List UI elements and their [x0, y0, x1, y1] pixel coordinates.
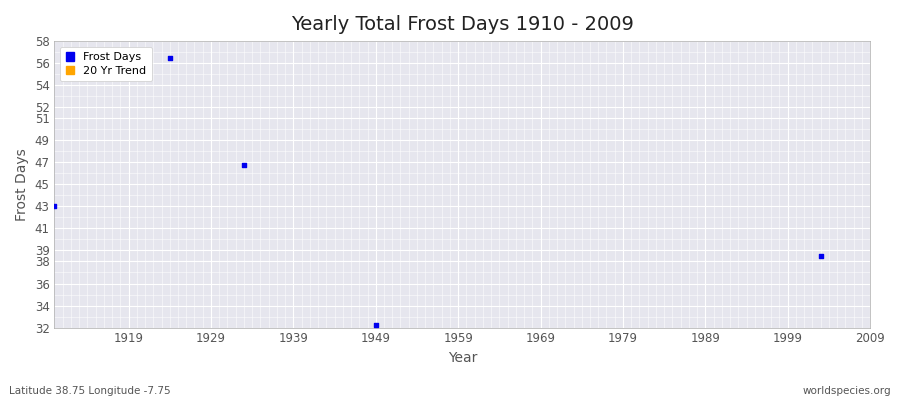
Text: Latitude 38.75 Longitude -7.75: Latitude 38.75 Longitude -7.75 — [9, 386, 171, 396]
Point — [369, 322, 383, 328]
Legend: Frost Days, 20 Yr Trend: Frost Days, 20 Yr Trend — [60, 47, 152, 81]
Point — [163, 54, 177, 61]
Title: Yearly Total Frost Days 1910 - 2009: Yearly Total Frost Days 1910 - 2009 — [291, 15, 634, 34]
Point — [47, 203, 61, 210]
Point — [237, 161, 251, 168]
Point — [814, 253, 828, 259]
Text: worldspecies.org: worldspecies.org — [803, 386, 891, 396]
Y-axis label: Frost Days: Frost Days — [15, 148, 29, 221]
X-axis label: Year: Year — [447, 351, 477, 365]
